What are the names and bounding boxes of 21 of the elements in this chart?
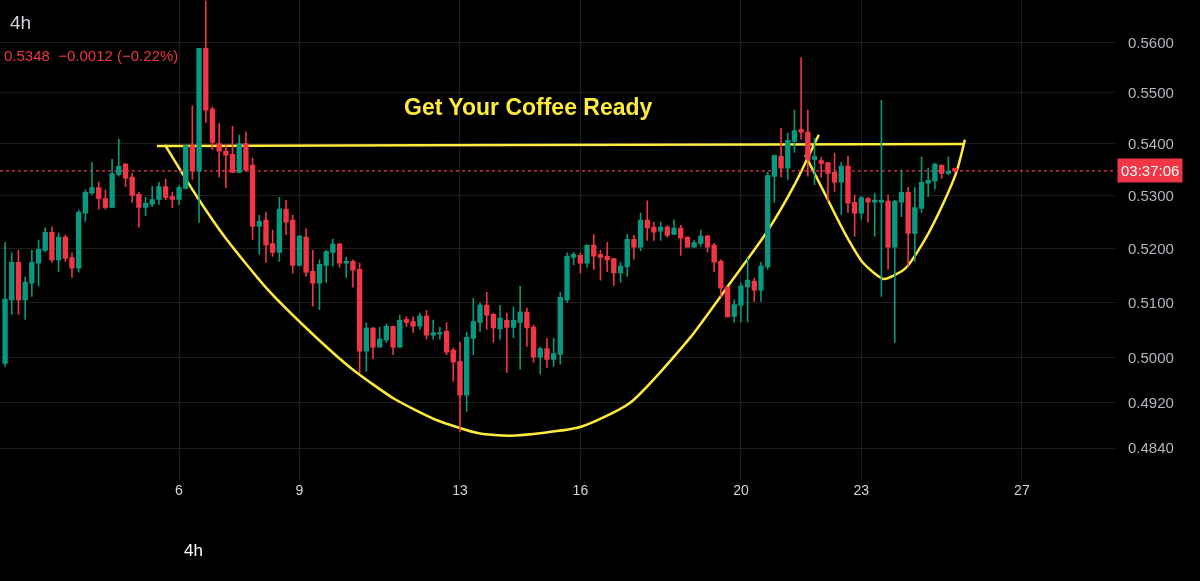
y-tick-label: 0.5100 [1128,294,1174,312]
y-tick-label: 0.5000 [1128,349,1174,367]
x-tick-label: 16 [572,482,589,498]
x-tick-label: 9 [295,482,304,498]
y-tick-label: 0.5400 [1128,135,1174,153]
annotation: Get Your Coffee Ready [404,94,653,120]
y-tick-label: 0.5600 [1128,34,1174,52]
x-tick-label: 23 [853,482,870,498]
y-tick-label: 0.5200 [1128,240,1174,258]
annotation: 0.5348 −0.0012 (−0.22%) [4,47,179,64]
text: 03:37:06 [1121,162,1180,179]
x-tick-label: 6 [175,482,184,498]
y-tick-label: 0.4920 [1128,393,1174,411]
y-tick-label: 0.5500 [1128,84,1174,102]
text: 4h [10,11,32,33]
text: 4h [184,541,203,560]
x-tick-label: 13 [452,482,468,498]
x-tick-label: 27 [1014,482,1030,498]
y-tick-label: 0.5300 [1128,187,1174,205]
y-tick-label: 0.4840 [1128,439,1174,457]
x-tick-label: 20 [733,482,749,498]
